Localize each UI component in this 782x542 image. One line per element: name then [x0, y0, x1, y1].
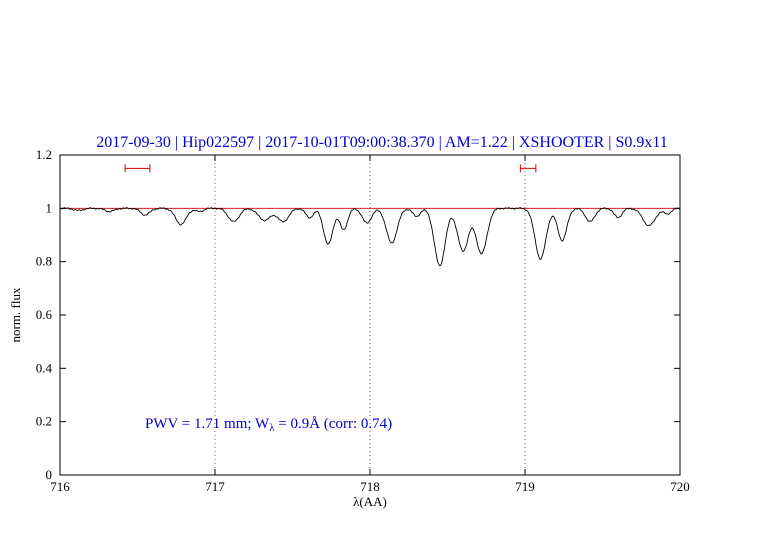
y-axis-label: norm. flux	[8, 287, 23, 342]
y-tick-label: 0.2	[36, 414, 52, 429]
pwv-annotation-subscript: λ	[269, 422, 275, 434]
pwv-annotation-suffix: = 0.9Å (corr: 0.74)	[275, 416, 393, 432]
y-tick-label: 1	[46, 200, 53, 215]
x-tick-label: 720	[670, 479, 690, 494]
y-tick-label: 1.2	[36, 147, 52, 162]
plot-dynamic-layer: 716 717 718 719 720 0 0.2 0.4 0.6 0.8 1 1.2	[36, 147, 690, 494]
y-tick-label: 0.8	[36, 254, 52, 269]
x-axis-label: λ(AA)	[353, 494, 387, 509]
x-tick-label: 719	[515, 479, 535, 494]
y-tick-label: 0.4	[36, 360, 53, 375]
plot-title: 2017-09-30 | Hip022597 | 2017-10-01T09:0…	[96, 134, 668, 151]
pwv-annotation-prefix: PWV = 1.71 mm; W	[145, 416, 270, 432]
x-tick-label: 718	[360, 479, 380, 494]
y-tick-label: 0	[46, 467, 53, 482]
x-tick-label: 716	[50, 479, 70, 494]
spectrum-line	[59, 207, 681, 267]
pwv-annotation: PWV = 1.71 mm; Wλ = 0.9Å (corr: 0.74)	[145, 416, 392, 434]
y-tick-label: 0.6	[36, 307, 53, 322]
x-tick-label: 717	[205, 479, 225, 494]
